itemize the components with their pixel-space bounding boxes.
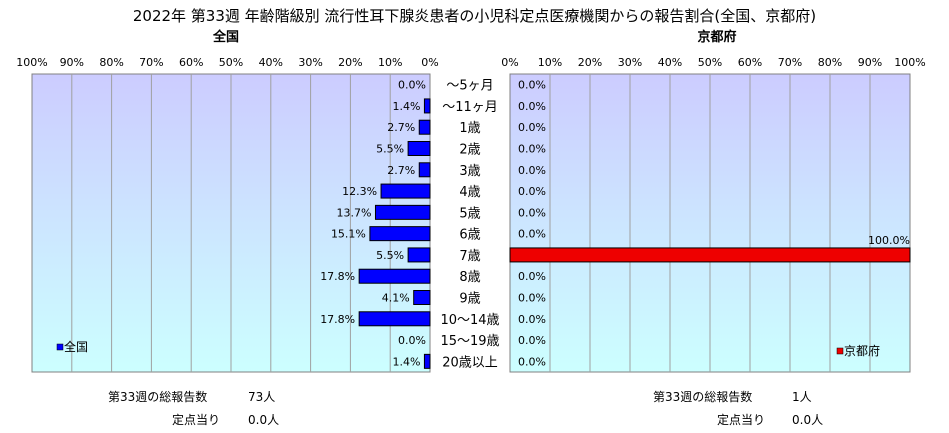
national-bar xyxy=(413,290,431,305)
kyoto-tick-label: 30% xyxy=(618,56,642,69)
national-value-label: 13.7% xyxy=(337,206,372,219)
kyoto-per-label: 定点当り xyxy=(717,413,766,427)
national-tick-label: 30% xyxy=(298,56,322,69)
national-value-label: 1.4% xyxy=(392,355,420,368)
age-category-label: 10～14歳 xyxy=(440,313,499,328)
national-per-label: 定点当り xyxy=(172,413,221,427)
age-category-label: 6歳 xyxy=(459,228,480,243)
national-legend-swatch xyxy=(56,343,64,351)
age-category-label: 3歳 xyxy=(459,164,480,179)
kyoto-value-label: 0.0% xyxy=(518,334,546,347)
age-category-label: 8歳 xyxy=(459,270,480,285)
national-value-label: 5.5% xyxy=(376,249,404,262)
age-category-label: 9歳 xyxy=(459,292,480,307)
national-value-label: 4.1% xyxy=(382,292,410,305)
kyoto-per-value: 0.0人 xyxy=(792,413,824,427)
national-tick-label: 20% xyxy=(338,56,362,69)
national-tick-label: 100% xyxy=(16,56,47,69)
age-category-label: 4歳 xyxy=(459,185,480,200)
national-value-label: 17.8% xyxy=(320,313,355,326)
kyoto-tick-label: 20% xyxy=(578,56,602,69)
kyoto-tick-label: 10% xyxy=(538,56,562,69)
national-value-label: 15.1% xyxy=(331,228,366,241)
national-tick-label: 10% xyxy=(378,56,402,69)
kyoto-value-label: 0.0% xyxy=(518,121,546,134)
national-bar xyxy=(374,204,431,220)
kyoto-value-label: 0.0% xyxy=(518,185,546,198)
kyoto-total-label: 第33週の総報告数 xyxy=(653,390,753,404)
kyoto-value-label: 0.0% xyxy=(518,228,546,241)
kyoto-value-label: 100.0% xyxy=(868,234,910,247)
national-tick-label: 0% xyxy=(421,56,438,69)
national-bar xyxy=(358,268,431,284)
kyoto-value-label: 0.0% xyxy=(518,143,546,156)
kyoto-value-label: 0.0% xyxy=(518,355,546,368)
kyoto-legend-swatch xyxy=(836,347,844,355)
national-bar xyxy=(380,183,431,199)
age-category-label: 7歳 xyxy=(459,249,480,264)
national-tick-label: 80% xyxy=(99,56,123,69)
chart-title: 2022年 第33週 年齢階級別 流行性耳下腺炎患者の小児科定点医療機関からの報… xyxy=(132,7,817,25)
national-value-label: 0.0% xyxy=(398,334,426,347)
national-chart-subtitle: 全国 xyxy=(212,30,239,45)
kyoto-tick-label: 0% xyxy=(501,56,518,69)
national-tick-label: 60% xyxy=(179,56,203,69)
kyoto-value-label: 0.0% xyxy=(518,270,546,283)
age-category-label: 5歳 xyxy=(459,206,480,221)
kyoto-value-label: 0.0% xyxy=(518,292,546,305)
kyoto-tick-label: 90% xyxy=(858,56,882,69)
kyoto-tick-label: 80% xyxy=(818,56,842,69)
national-total-label: 第33週の総報告数 xyxy=(108,390,208,404)
national-bar xyxy=(407,141,431,156)
age-category-label: 15～19歳 xyxy=(440,334,499,349)
kyoto-total-value: 1人 xyxy=(792,390,812,404)
national-bar xyxy=(358,311,431,327)
kyoto-value-label: 0.0% xyxy=(518,206,546,219)
national-bar xyxy=(418,119,431,135)
national-value-label: 2.7% xyxy=(387,164,415,177)
kyoto-bar xyxy=(509,247,911,263)
age-category-label: 20歳以上 xyxy=(442,355,498,370)
national-value-label: 2.7% xyxy=(387,121,415,134)
national-legend-label: 全国 xyxy=(64,339,88,354)
age-category-label: ～11ヶ月 xyxy=(442,100,498,115)
national-bar xyxy=(369,226,431,242)
national-value-label: 0.0% xyxy=(398,79,426,92)
age-category-label: 1歳 xyxy=(459,121,480,136)
kyoto-tick-label: 60% xyxy=(738,56,762,69)
national-bar xyxy=(423,353,431,369)
kyoto-value-label: 0.0% xyxy=(518,79,546,92)
national-value-label: 5.5% xyxy=(376,143,404,156)
kyoto-value-label: 0.0% xyxy=(518,164,546,177)
age-category-label: 2歳 xyxy=(459,143,480,158)
national-tick-label: 90% xyxy=(60,56,84,69)
kyoto-legend-label: 京都府 xyxy=(844,343,880,358)
kyoto-value-label: 0.0% xyxy=(518,313,546,326)
national-per-value: 0.0人 xyxy=(248,413,280,427)
age-category-label: ～5ヶ月 xyxy=(446,79,493,94)
kyoto-tick-label: 70% xyxy=(778,56,802,69)
kyoto-value-label: 0.0% xyxy=(518,100,546,113)
kyoto-tick-label: 40% xyxy=(658,56,682,69)
national-bar xyxy=(423,98,431,114)
national-tick-label: 70% xyxy=(139,56,163,69)
national-value-label: 1.4% xyxy=(392,100,420,113)
national-bar xyxy=(418,162,431,178)
national-total-value: 73人 xyxy=(248,390,276,404)
national-bar xyxy=(407,247,431,263)
kyoto-tick-label: 100% xyxy=(894,56,925,69)
kyoto-tick-label: 50% xyxy=(698,56,722,69)
national-tick-label: 40% xyxy=(259,56,283,69)
national-value-label: 17.8% xyxy=(320,270,355,283)
kyoto-chart-subtitle: 京都府 xyxy=(697,30,737,45)
national-value-label: 12.3% xyxy=(342,185,377,198)
national-tick-label: 50% xyxy=(219,56,243,69)
